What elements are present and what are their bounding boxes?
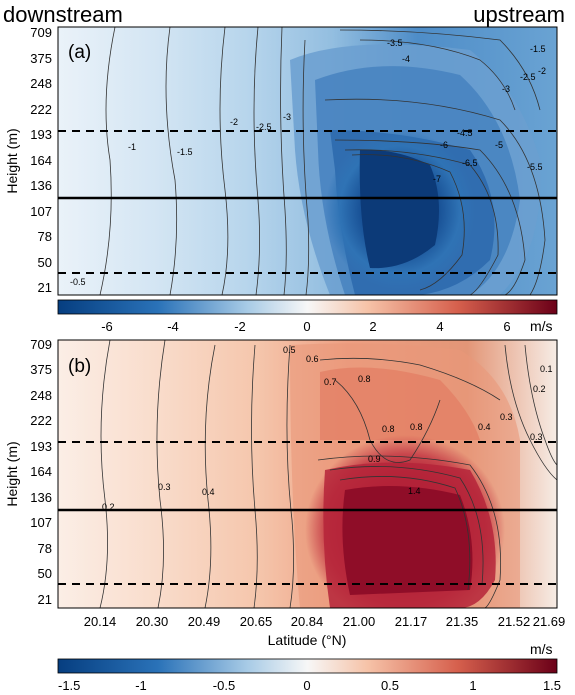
- y-tick-label: 78: [38, 229, 52, 244]
- colorbar-unit: m/s: [530, 641, 553, 657]
- y-tick-label: 375: [30, 51, 52, 66]
- contour-label: -1: [128, 142, 136, 152]
- colorbar-tick-label: 4: [436, 319, 443, 334]
- contour-label: -1.5: [530, 44, 546, 54]
- contour-label: 0.8: [358, 374, 371, 384]
- y-tick-label: 164: [30, 464, 52, 479]
- contour-label: -6.5: [462, 158, 478, 168]
- contour-label: 0.8: [410, 422, 423, 432]
- colorbar-tick-label: 1.5: [543, 678, 561, 693]
- x-tick-label: 20.65: [240, 614, 273, 629]
- contour-label: -2: [230, 117, 238, 127]
- y-tick-label: 248: [30, 388, 52, 403]
- panel-b-field: [58, 340, 557, 608]
- contour-label: 0.1: [540, 364, 553, 374]
- colorbar-tick-label: -4: [167, 319, 179, 334]
- contour-label: -5.5: [527, 162, 543, 172]
- colorbar-tick-label: -1.5: [58, 678, 80, 693]
- y-tick-label: 78: [38, 541, 52, 556]
- contour-label: -3: [502, 84, 510, 94]
- colorbar-tick-label: -1: [135, 678, 147, 693]
- contour-label: -3.5: [387, 38, 403, 48]
- contour-label: 0.6: [306, 354, 319, 364]
- downstream-label: downstream: [3, 2, 123, 27]
- x-tick-label: 20.84: [291, 614, 324, 629]
- x-tick-label: 20.30: [136, 614, 169, 629]
- contour-label: -5: [495, 140, 503, 150]
- y-tick-label: 193: [30, 127, 52, 142]
- y-tick-label: 164: [30, 153, 52, 168]
- contour-label: 0.5: [283, 345, 296, 355]
- contour-label: -6: [440, 140, 448, 150]
- contour-label: 0.3: [500, 412, 513, 422]
- y-tick-label: 709: [30, 337, 52, 352]
- contour-label: 0.3: [158, 482, 171, 492]
- colorbar-tick-label: 0: [303, 319, 310, 334]
- x-tick-label: 21.52: [498, 614, 531, 629]
- colorbar-tick-label: 0: [303, 678, 310, 693]
- y-tick-label: 248: [30, 76, 52, 91]
- contour-label: -2.5: [520, 72, 536, 82]
- y-tick-label: 107: [30, 515, 52, 530]
- contour-label: 0.4: [478, 422, 491, 432]
- y-tick-label: 107: [30, 204, 52, 219]
- panel-a-label: (a): [68, 42, 91, 63]
- panel-a-colorbar: [57, 299, 558, 315]
- x-tick-label: 20.14: [84, 614, 117, 629]
- x-tick-label: 20.49: [188, 614, 221, 629]
- colorbar-tick-label: -0.5: [213, 678, 235, 693]
- panel-b-label: (b): [68, 356, 91, 377]
- contour-label: 0.9: [368, 454, 381, 464]
- panel-b: (b) 0.2 0.3 0.4 0.5 0.6 0.7 0.8 0.8 0.8 …: [4, 337, 565, 693]
- y-axis-label: Height (m): [4, 441, 20, 506]
- x-axis-label: Latitude (°N): [268, 632, 347, 648]
- y-tick-label: 222: [30, 102, 52, 117]
- contour-label: -2: [538, 66, 546, 76]
- contour-label: 1.4: [408, 486, 421, 496]
- colorbar-tick-label: 0.5: [381, 678, 399, 693]
- colorbar-tick-label: -2: [234, 319, 246, 334]
- colorbar-tick-label: 1: [469, 678, 476, 693]
- y-tick-label: 50: [38, 255, 52, 270]
- contour-label: -7: [433, 174, 441, 184]
- panel-b-colorbar: [57, 658, 558, 674]
- panel-a: (a) -0.5 -1 -1.5 -2 -2.5 -3 -3.5 -4 -4.5…: [4, 25, 558, 334]
- contour-label: -0.5: [70, 277, 86, 287]
- y-tick-label: 709: [30, 25, 52, 40]
- colorbar-unit: m/s: [530, 318, 553, 334]
- y-tick-label: 136: [30, 178, 52, 193]
- colorbar-tick-label: 2: [369, 319, 376, 334]
- y-tick-label: 21: [38, 280, 52, 295]
- x-tick-label: 21.17: [395, 614, 428, 629]
- contour-label: -2.5: [256, 122, 272, 132]
- contour-label: -4.5: [457, 128, 473, 138]
- contour-label: 0.2: [102, 502, 115, 512]
- contour-label: -1.5: [177, 147, 193, 157]
- contour-label: -3: [283, 112, 291, 122]
- contour-label: 0.2: [533, 384, 546, 394]
- y-tick-label: 222: [30, 413, 52, 428]
- contour-label: -4: [402, 54, 410, 64]
- colorbar-tick-label: -6: [101, 319, 113, 334]
- y-tick-label: 21: [38, 592, 52, 607]
- y-tick-label: 193: [30, 439, 52, 454]
- y-axis-label: Height (m): [4, 128, 20, 193]
- contour-label: 0.7: [324, 377, 337, 387]
- panel-a-field: [58, 27, 557, 295]
- upstream-label: upstream: [473, 2, 565, 27]
- contour-label: 0.4: [202, 487, 215, 497]
- x-tick-label: 21.69: [533, 614, 566, 629]
- colorbar-tick-label: 6: [503, 319, 510, 334]
- x-tick-label: 21.00: [343, 614, 376, 629]
- contour-label: 0.8: [382, 424, 395, 434]
- y-tick-label: 136: [30, 490, 52, 505]
- x-tick-label: 21.35: [446, 614, 479, 629]
- contour-label: 0.3: [530, 432, 543, 442]
- y-tick-label: 375: [30, 362, 52, 377]
- y-tick-label: 50: [38, 566, 52, 581]
